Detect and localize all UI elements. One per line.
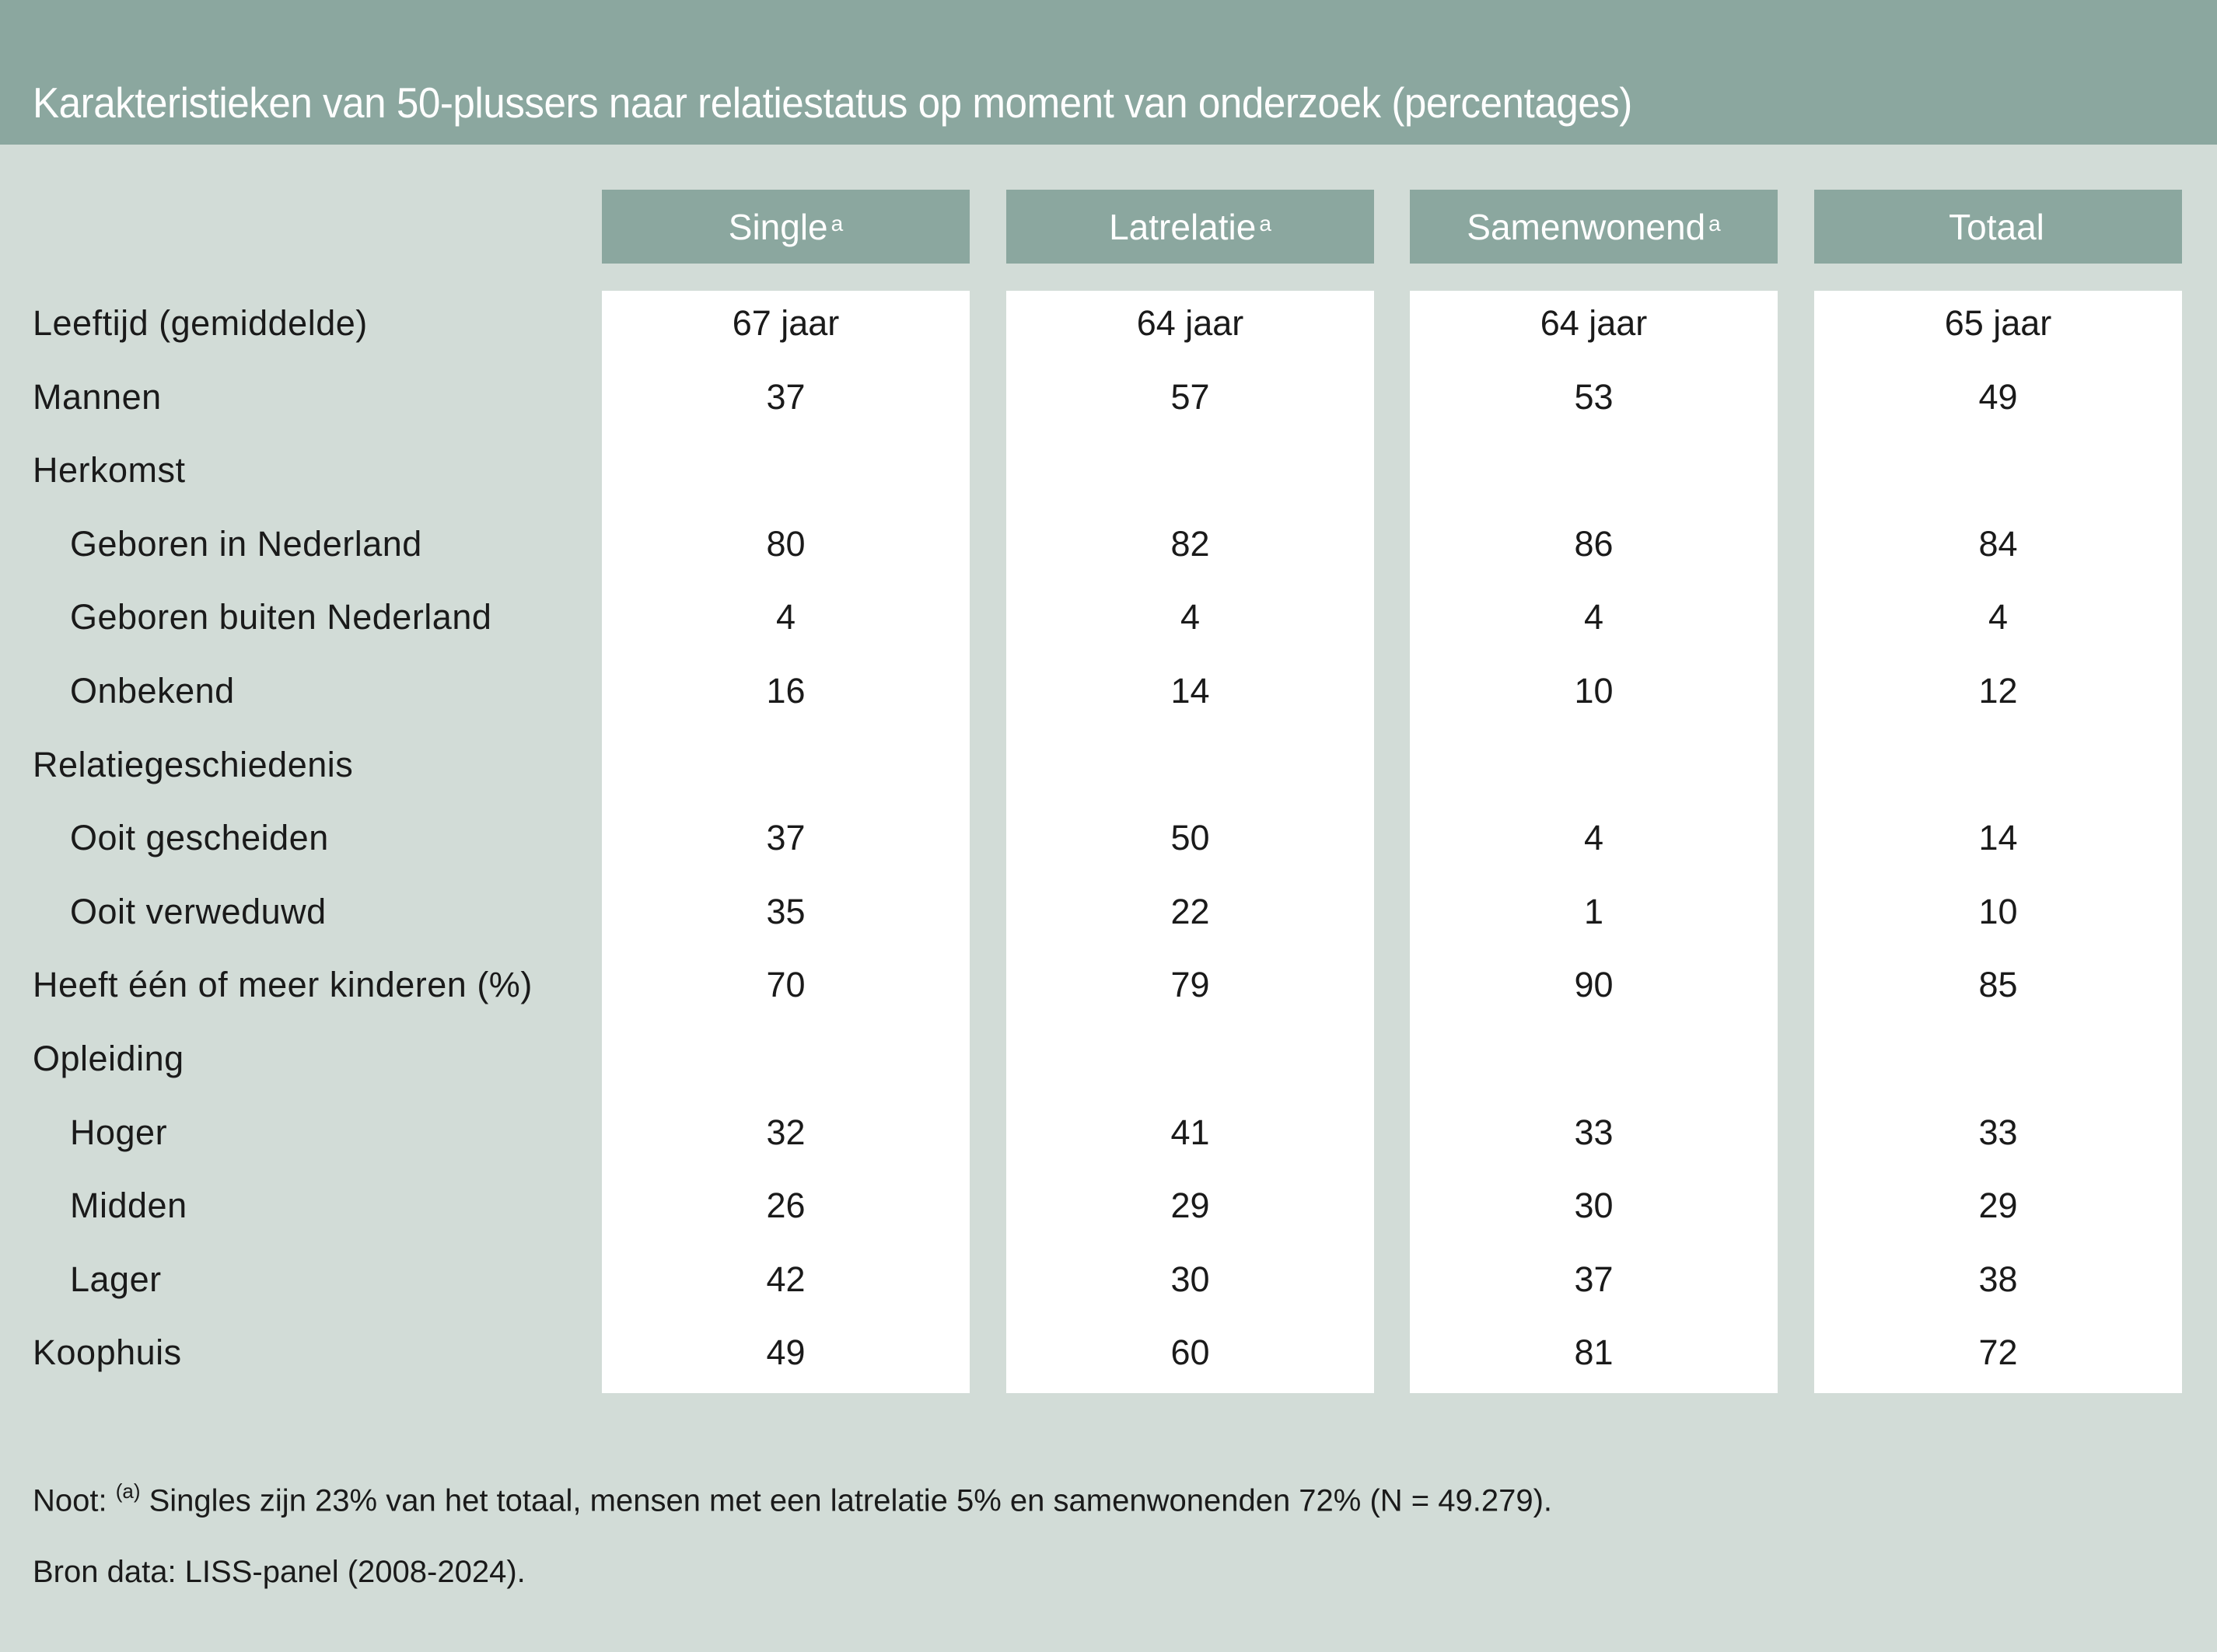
table-cell: 12 [1978,671,2018,711]
table-cell: 84 [1978,524,2018,564]
column-header-latrelatie: Latrelatie a [1006,190,1374,264]
table-cell: 64 jaar [1136,303,1244,343]
column-header-label: Single [728,206,828,247]
table-cell: 50 [1170,818,1210,857]
table-cell [1006,742,1374,788]
table-cell: 29 [1170,1186,1210,1225]
table-cell: 82 [1170,524,1210,564]
table-cell [1006,1036,1374,1082]
row-label: Heeft één of meer kinderen (%) [33,965,533,1004]
table-cell: 79 [1170,965,1210,1004]
table-cell: 4 [1583,597,1604,637]
row-label: Relatiegeschiedenis [33,745,354,784]
table-cell: 81 [1574,1332,1614,1372]
table-cell [1410,447,1778,494]
row-label: Midden [70,1186,187,1225]
footnote-marker: (a) [115,1479,141,1503]
title-band: Karakteristieken van 50-plussers naar re… [0,0,2217,145]
table-cell: 72 [1978,1332,2018,1372]
table-cell [1814,447,2182,494]
table-cell [602,1036,970,1082]
table-cell [1006,447,1374,494]
table-cell: 4 [1180,597,1201,637]
table-cell: 65 jaar [1944,303,2052,343]
table-cell: 37 [766,377,806,417]
row-label: Lager [70,1259,162,1299]
column-body-samenwonend [1410,291,1778,1393]
table-cell: 86 [1574,524,1614,564]
row-label: Geboren buiten Nederland [70,597,492,637]
table-cell [1814,1036,2182,1082]
table-cell: 14 [1170,671,1210,711]
column-header-totaal: Totaal [1814,190,2182,264]
table-cell: 42 [766,1259,806,1299]
table-cell: 85 [1978,965,2018,1004]
row-label: Leeftijd (gemiddelde) [33,303,368,343]
table-cell: 37 [766,818,806,857]
column-header-footnote-marker: a [1708,211,1721,236]
table-cell: 14 [1978,818,2018,857]
table-cell: 80 [766,524,806,564]
column-header-single: Single a [602,190,970,264]
table-cell: 70 [766,965,806,1004]
row-label: Ooit verweduwd [70,892,327,931]
table-cell: 4 [1583,818,1604,857]
column-body-single [602,291,970,1393]
column-header-footnote-marker: a [1259,211,1271,236]
table-cell: 37 [1574,1259,1614,1299]
table-cell: 4 [775,597,796,637]
column-header-footnote-marker: a [831,211,844,236]
table-cell: 35 [766,892,806,931]
table-cell: 26 [766,1186,806,1225]
footnote-prefix: Noot: [33,1483,116,1518]
column-body-totaal [1814,291,2182,1393]
row-label: Ooit gescheiden [70,818,329,857]
table-cell: 10 [1574,671,1614,711]
table-cell [602,447,970,494]
table-cell [1410,1036,1778,1082]
table-cell: 41 [1170,1112,1210,1152]
table-cell: 10 [1978,892,2018,931]
row-label: Opleiding [33,1039,184,1078]
table-cell: 29 [1978,1186,2018,1225]
table-cell: 90 [1574,965,1614,1004]
column-body-latrelatie [1006,291,1374,1393]
table-cell: 53 [1574,377,1614,417]
footnote: Noot: (a) Singles zijn 23% van het totaa… [33,1479,1553,1518]
table-cell: 49 [766,1332,806,1372]
column-header-label: Samenwonend [1467,206,1706,247]
table-cell [602,742,970,788]
table-cell: 22 [1170,892,1210,931]
table-cell [1410,742,1778,788]
table-cell: 33 [1574,1112,1614,1152]
row-label: Koophuis [33,1332,182,1372]
column-header-label: Totaal [1949,206,2044,247]
table-cell: 38 [1978,1259,2018,1299]
table-cell: 49 [1978,377,2018,417]
row-label: Geboren in Nederland [70,524,422,564]
table-cell: 60 [1170,1332,1210,1372]
table-cell: 64 jaar [1540,303,1648,343]
table-cell: 16 [766,671,806,711]
column-header-samenwonend: Samenwonend a [1410,190,1778,264]
table-cell: 4 [1988,597,2009,637]
column-header-label: Latrelatie [1109,206,1257,247]
row-label: Hoger [70,1112,168,1152]
source-note: Bron data: LISS-panel (2008-2024). [33,1555,526,1589]
row-label: Herkomst [33,450,186,490]
footnote-text: Singles zijn 23% van het totaal, mensen … [140,1483,1553,1518]
table-cell: 30 [1170,1259,1210,1299]
table-cell: 67 jaar [732,303,840,343]
table-cell [1814,742,2182,788]
row-label: Mannen [33,377,162,417]
table-title: Karakteristieken van 50-plussers naar re… [33,79,1632,127]
table-cell: 32 [766,1112,806,1152]
table-cell: 1 [1583,892,1604,931]
table-cell: 33 [1978,1112,2018,1152]
table-cell: 30 [1574,1186,1614,1225]
row-label: Onbekend [70,671,235,711]
table-cell: 57 [1170,377,1210,417]
